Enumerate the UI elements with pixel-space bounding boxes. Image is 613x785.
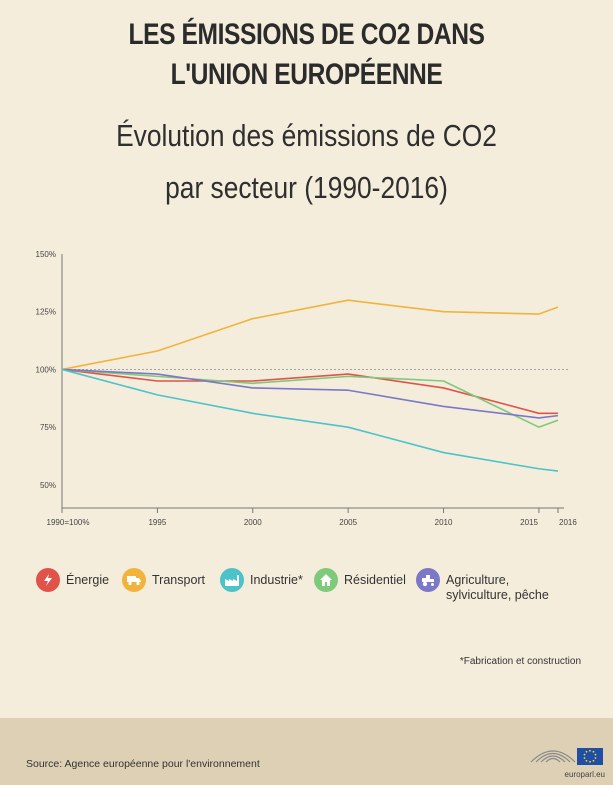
factory-icon xyxy=(220,568,244,592)
x-tick-label: 2016 xyxy=(559,518,577,527)
x-tick-label: 2015 xyxy=(520,518,538,527)
title-line2: L'UNION EUROPÉENNE xyxy=(170,58,443,91)
x-tick-label: 2010 xyxy=(435,518,453,527)
series-line-r-sidentiel xyxy=(61,368,559,428)
lightning-icon xyxy=(36,568,60,592)
subtitle-line2: par secteur (1990-2016) xyxy=(165,170,448,205)
source-text: Source: Agence européenne pour l'environ… xyxy=(26,758,260,770)
subtitle-line1: Évolution des émissions de CO2 xyxy=(116,118,497,153)
legend-item-energie: Énergie xyxy=(36,568,109,592)
x-tick-label: 1990=100% xyxy=(47,518,90,527)
series-line-transport xyxy=(61,299,559,371)
line-chart: 150% 125% 100% 75% 50% 1990=100% 1995 2000 2005 2… xyxy=(36,250,578,527)
y-tick-label: 100% xyxy=(36,365,56,374)
legend-item-transport: Transport xyxy=(122,568,205,592)
truck-icon xyxy=(122,568,146,592)
footnote: *Fabrication et construction xyxy=(459,656,581,667)
chart-legend: Énergie Transport Industrie* Résidentiel… xyxy=(36,568,596,608)
legend-label: Industrie* xyxy=(250,573,303,587)
brand-text: europarl.eu xyxy=(564,770,605,779)
series-line-agriculture-sylviculture-p-che xyxy=(61,368,559,419)
series-line--nergie xyxy=(61,368,558,415)
legend-label: Énergie xyxy=(66,573,110,587)
legend-item-industrie: Industrie* xyxy=(220,568,303,592)
footer: Source: Agence européenne pour l'environ… xyxy=(0,718,613,785)
y-tick-label: 125% xyxy=(36,308,56,317)
parliament-logo xyxy=(530,748,603,765)
x-tick-label: 1995 xyxy=(148,518,166,527)
legend-item-agriculture: Agriculture, sylviculture, pêche xyxy=(416,568,576,603)
legend-label: Résidentiel xyxy=(344,573,406,587)
y-tick-label: 75% xyxy=(40,423,56,432)
title-line1: LES ÉMISSIONS DE CO2 DANS xyxy=(128,18,485,51)
legend-label: Agriculture, sylviculture, pêche xyxy=(446,573,549,602)
legend-item-residentiel: Résidentiel xyxy=(314,568,406,592)
y-tick-label: 50% xyxy=(40,481,56,490)
tractor-icon xyxy=(416,568,440,592)
legend-label: Transport xyxy=(152,573,206,587)
series-line-industrie- xyxy=(61,368,559,472)
y-tick-label: 150% xyxy=(36,250,56,259)
x-tick-label: 2000 xyxy=(244,518,262,527)
x-tick-label: 2005 xyxy=(339,518,357,527)
house-icon xyxy=(314,568,338,592)
